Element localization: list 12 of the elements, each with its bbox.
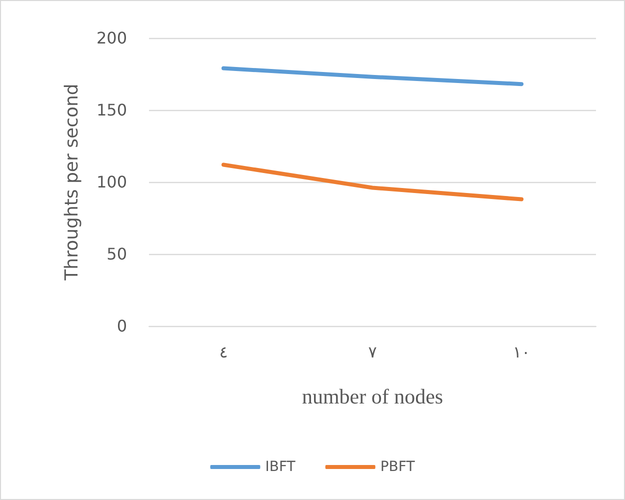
y-tick-label: 150 xyxy=(96,100,127,120)
legend-label: PBFT xyxy=(380,459,416,475)
y-tick-label: 50 xyxy=(106,244,127,264)
x-tick-label: ١٠ xyxy=(512,342,530,362)
y-tick-label: 200 xyxy=(96,28,127,48)
legend-label: IBFT xyxy=(265,459,296,475)
y-tick-label: 100 xyxy=(96,172,127,192)
x-tick-label: ٤ xyxy=(219,342,228,362)
y-axis-title: Throughts per second xyxy=(62,84,82,282)
y-tick-label: 0 xyxy=(116,316,127,336)
x-axis-title: number of nodes xyxy=(302,384,444,408)
x-tick-label: ٧ xyxy=(368,342,378,362)
